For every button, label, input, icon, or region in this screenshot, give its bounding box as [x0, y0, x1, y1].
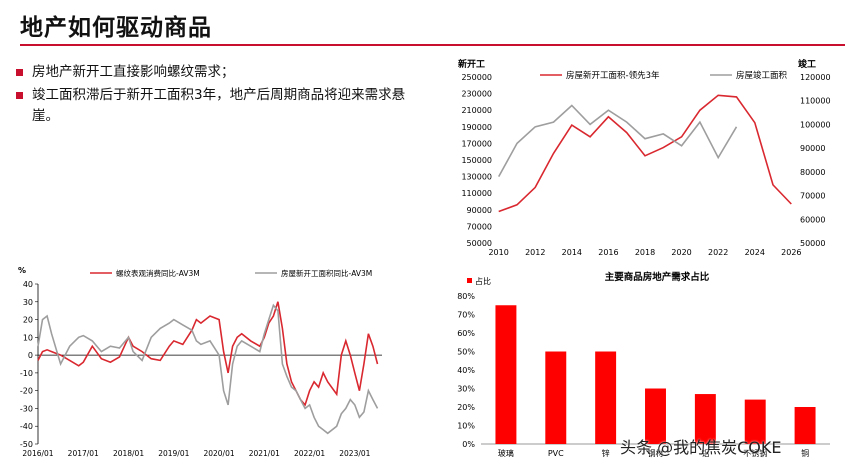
x-tick-label: 2022/01: [294, 449, 325, 458]
legend-label: 房屋新开工面积同比-AV3M: [281, 268, 372, 278]
series-line: [37, 303, 379, 435]
left-y-tick-label: 110000: [461, 189, 492, 198]
x-tick-label: 2026: [781, 248, 801, 257]
x-tick-label: 2021/01: [249, 449, 280, 458]
y-tick-label: 40: [23, 280, 33, 289]
category-label: 铜: [801, 448, 809, 458]
left-y-tick-label: 230000: [461, 90, 492, 99]
x-tick-label: 2023/01: [339, 449, 370, 458]
bullet-square-icon: [16, 92, 23, 99]
right-y-tick-label: 80000: [800, 168, 825, 177]
left-y-tick-label: 210000: [461, 106, 492, 115]
category-label: 不锈钢: [743, 448, 767, 458]
left-axis-label: 新开工: [458, 58, 485, 70]
category-label: 铝: [701, 448, 709, 458]
legend-label: 房屋新开工面积-领先3年: [566, 70, 660, 81]
right-y-tick-label: 120000: [800, 73, 831, 82]
y-tick-label: -30: [20, 404, 33, 413]
right-axis-label: 竣工: [798, 58, 816, 70]
y-tick-label: -40: [20, 422, 33, 431]
right-y-tick-label: 60000: [800, 215, 825, 224]
left-y-tick-label: 70000: [467, 222, 492, 231]
category-label: 钢材: [648, 448, 664, 458]
y-tick-label: 10: [23, 333, 33, 342]
x-tick-label: 2020/01: [203, 449, 234, 458]
x-tick-label: 2020: [671, 248, 691, 257]
series-line: [498, 94, 792, 213]
legend-label: 螺纹表观消费同比-AV3M: [116, 268, 200, 278]
x-tick-label: 2016: [598, 248, 618, 257]
left-y-tick-label: 190000: [461, 123, 492, 132]
bar: [495, 305, 517, 444]
y-axis-label: %: [18, 266, 26, 275]
x-tick-label: 2012: [525, 248, 545, 257]
bullet-square-icon: [16, 69, 23, 76]
watermark: 头条 @我的焦炭COKE: [620, 438, 782, 457]
legend-swatch: [467, 278, 472, 283]
x-tick-label: 2022: [708, 248, 728, 257]
left-y-tick-label: 90000: [467, 206, 492, 215]
right-y-tick-label: 90000: [800, 144, 825, 153]
bullet-item: 房地产新开工直接影响螺纹需求；: [14, 62, 414, 83]
category-label: PVC: [548, 449, 564, 458]
chart-title: 主要商品房地产需求占比: [605, 271, 710, 283]
y-tick-label: -10: [20, 369, 33, 378]
y-tick-label: 30: [23, 298, 33, 307]
x-tick-label: 2019/01: [158, 449, 189, 458]
y-tick-label: 70%: [457, 311, 475, 320]
x-tick-label: 2010: [488, 248, 508, 257]
right-y-tick-label: 100000: [800, 120, 831, 129]
bullet-list: 房地产新开工直接影响螺纹需求； 竣工面积滞后于新开工面积3年，地产后周期商品将迎…: [14, 62, 414, 129]
y-tick-label: 0%: [462, 440, 475, 449]
bar: [794, 407, 816, 444]
series-line: [497, 104, 738, 177]
y-tick-label: 0: [28, 351, 33, 360]
bar: [595, 351, 617, 444]
y-tick-label: 50%: [457, 348, 475, 357]
bullet-text: 房地产新开工直接影响螺纹需求；: [32, 64, 235, 80]
bar: [694, 394, 716, 444]
right-y-tick-label: 110000: [800, 97, 831, 106]
bar: [744, 399, 766, 444]
legend-label: 房屋竣工面积: [736, 70, 788, 81]
y-tick-label: -20: [20, 387, 33, 396]
bullet-item: 竣工面积滞后于新开工面积3年，地产后周期商品将迎来需求悬崖。: [14, 85, 414, 127]
y-tick-label: 60%: [457, 329, 475, 338]
left-y-tick-label: 170000: [461, 139, 492, 148]
y-tick-label: 40%: [457, 366, 475, 375]
y-tick-label: 20%: [457, 403, 475, 412]
starts-vs-completions-chart: 新开工 竣工 250000 230000 210000 190000 170000 15000…: [458, 58, 831, 257]
x-tick-label: 2024: [745, 248, 765, 257]
left-y-tick-label: 130000: [461, 173, 492, 182]
y-tick-label: 10%: [457, 422, 475, 431]
x-tick-label: 2017/01: [68, 449, 99, 458]
right-y-tick-label: 70000: [800, 192, 825, 201]
page-title: 地产如何驱动商品: [20, 15, 212, 41]
y-tick-label: -50: [20, 440, 33, 449]
legend-label: 占比: [475, 276, 491, 286]
x-tick-label: 2016/01: [22, 449, 53, 458]
left-y-tick-label: 250000: [461, 73, 492, 82]
x-tick-label: 2018: [635, 248, 655, 257]
x-tick-label: 2018/01: [113, 449, 144, 458]
y-tick-label: 30%: [457, 385, 475, 394]
series-line: [37, 301, 379, 407]
right-y-tick-label: 50000: [800, 239, 825, 248]
x-tick-label: 2014: [562, 248, 582, 257]
y-tick-label: 80%: [457, 292, 475, 301]
category-label: 锌: [602, 448, 610, 458]
bar: [545, 351, 567, 444]
left-y-tick-label: 50000: [467, 239, 492, 248]
category-label: 玻璃: [498, 448, 514, 458]
title-rule: [20, 44, 845, 46]
y-tick-label: 20: [23, 316, 33, 325]
bar: [645, 388, 666, 444]
bullet-text: 竣工面积滞后于新开工面积3年，地产后周期商品将迎来需求悬崖。: [32, 87, 406, 124]
left-y-tick-label: 150000: [461, 156, 492, 165]
